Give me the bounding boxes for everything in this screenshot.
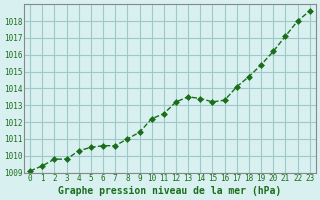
X-axis label: Graphe pression niveau de la mer (hPa): Graphe pression niveau de la mer (hPa)	[58, 186, 282, 196]
